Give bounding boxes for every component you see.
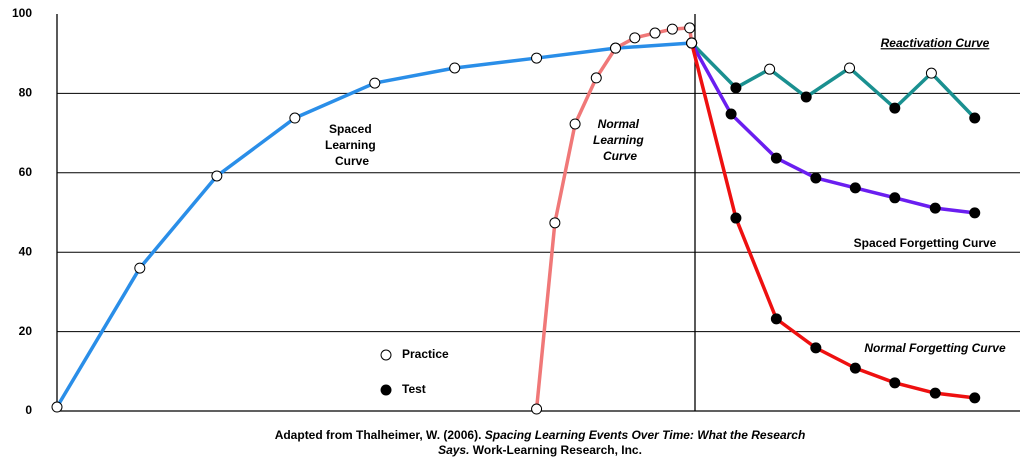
- marker: [969, 392, 981, 404]
- legend-label: Test: [402, 382, 426, 396]
- series-line: [55, 41, 692, 408]
- marker: [569, 118, 581, 130]
- curve-label: Normal Learning Curve: [593, 117, 647, 163]
- y-tick-label: 20: [19, 324, 33, 338]
- caption-italic: Says.: [438, 443, 469, 457]
- marker: [610, 42, 622, 54]
- marker: [449, 62, 461, 74]
- marker: [810, 172, 822, 184]
- marker: [730, 212, 742, 224]
- marker: [730, 82, 742, 94]
- series-line: [689, 42, 975, 400]
- caption-plain: Adapted from Thalheimer, W. (2006).: [275, 428, 482, 442]
- marker: [211, 170, 223, 182]
- marker: [889, 102, 901, 114]
- marker: [531, 52, 543, 64]
- marker: [725, 108, 737, 120]
- series-line: [690, 41, 976, 120]
- marker: [969, 112, 981, 124]
- caption-italic: Spacing Learning Events Over Time: What …: [485, 428, 806, 442]
- marker: [849, 362, 861, 374]
- marker: [51, 401, 63, 413]
- curve-label: Normal Forgetting Curve: [864, 341, 1006, 355]
- marker: [590, 72, 602, 84]
- y-tick-label: 80: [19, 86, 33, 100]
- marker: [929, 387, 941, 399]
- marker: [929, 202, 941, 214]
- marker: [810, 342, 822, 354]
- legend-label: Practice: [402, 347, 449, 361]
- y-tick-label: 40: [19, 244, 33, 258]
- marker: [369, 77, 381, 89]
- marker: [800, 91, 812, 103]
- marker: [684, 22, 696, 34]
- marker: [770, 152, 782, 164]
- marker: [889, 377, 901, 389]
- marker: [289, 112, 301, 124]
- marker: [134, 262, 146, 274]
- marker: [686, 37, 698, 49]
- curve-label: Reactivation Curve: [881, 36, 990, 50]
- marker: [889, 192, 901, 204]
- marker: [549, 217, 561, 229]
- caption-plain: Work-Learning Research, Inc.: [473, 443, 642, 457]
- marker: [649, 27, 661, 39]
- series-line: [534, 26, 694, 410]
- legend-marker: [380, 349, 392, 361]
- marker: [531, 403, 543, 415]
- marker: [764, 63, 776, 75]
- curve-label: Spaced Forgetting Curve: [854, 236, 997, 250]
- legend-marker: [380, 384, 392, 396]
- y-tick-label: 0: [25, 403, 32, 417]
- y-tick-label: 100: [12, 6, 32, 20]
- series-line: [690, 42, 975, 215]
- caption-line-2: Says. Work-Learning Research, Inc.: [438, 443, 642, 457]
- marker: [844, 62, 856, 74]
- curve-label: Spaced Learning Curve: [325, 122, 379, 168]
- marker: [666, 23, 678, 35]
- marker: [770, 313, 782, 325]
- marker: [849, 182, 861, 194]
- marker: [629, 32, 641, 44]
- caption-line-1: Adapted from Thalheimer, W. (2006). Spac…: [275, 428, 806, 442]
- y-tick-label: 60: [19, 165, 33, 179]
- marker: [925, 67, 937, 79]
- marker: [969, 207, 981, 219]
